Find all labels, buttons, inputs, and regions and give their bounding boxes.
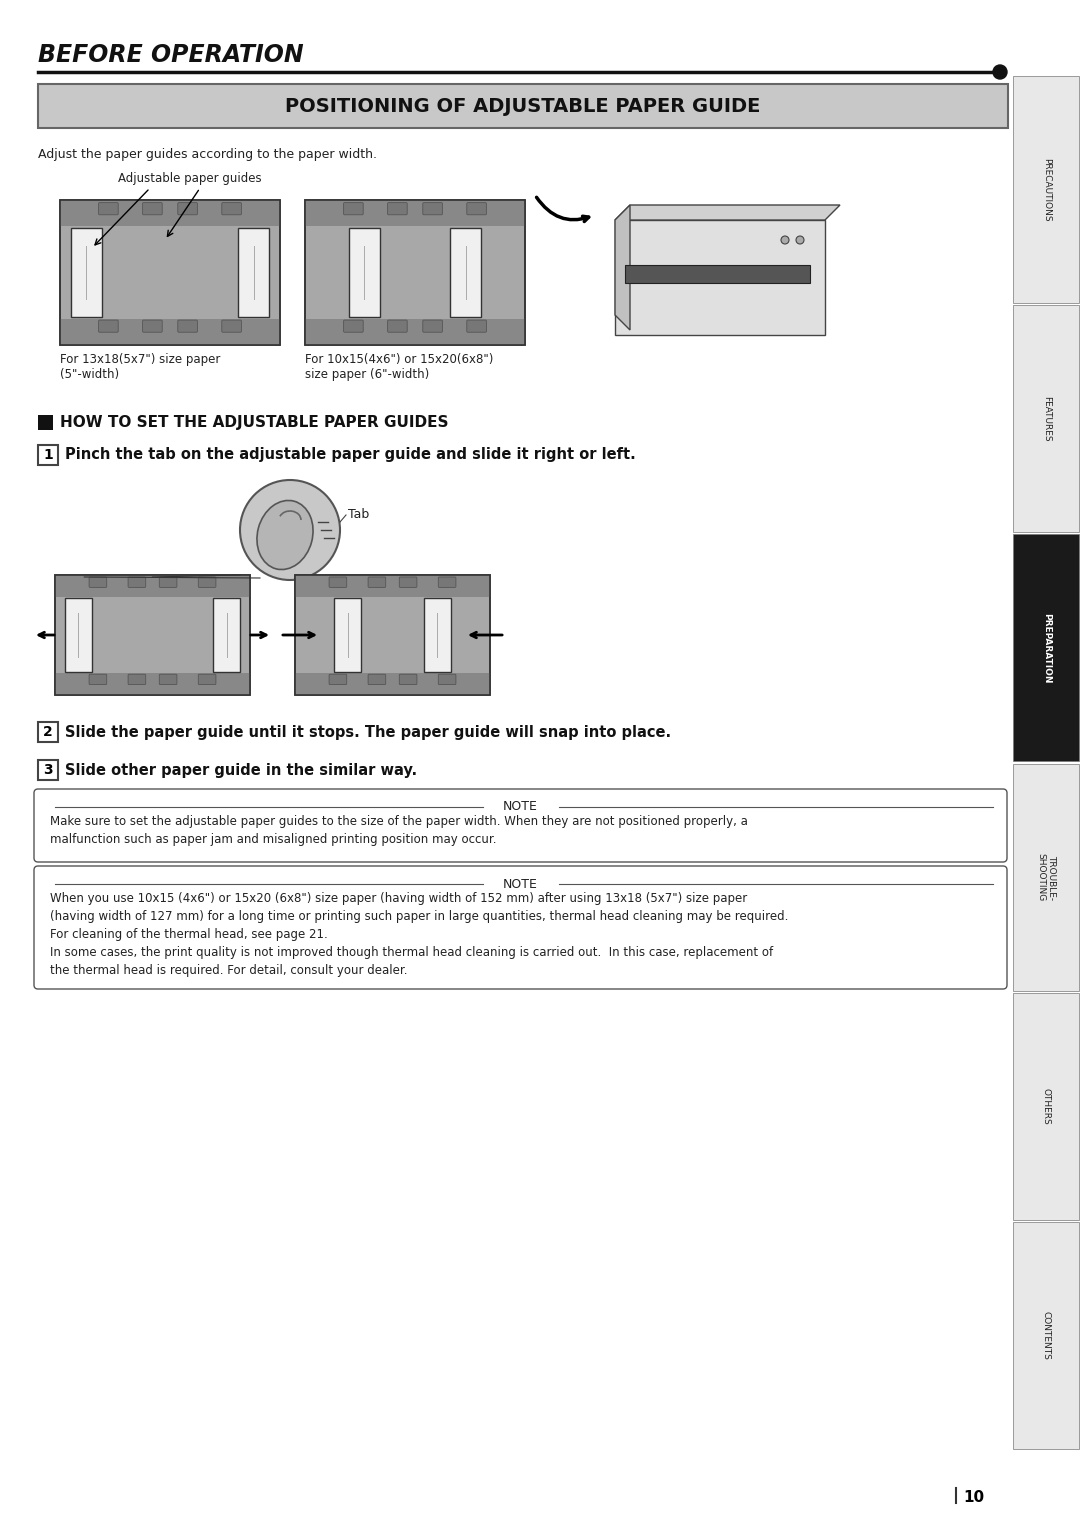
FancyBboxPatch shape [38,722,58,742]
Text: Adjust the paper guides according to the paper width.: Adjust the paper guides according to the… [38,148,377,160]
FancyBboxPatch shape [178,321,198,333]
Text: For 13x18(5x7") size paper
(5"-width): For 13x18(5x7") size paper (5"-width) [60,353,220,382]
Text: CONTENTS: CONTENTS [1042,1312,1051,1361]
FancyBboxPatch shape [60,200,280,345]
FancyBboxPatch shape [221,203,242,215]
FancyBboxPatch shape [1013,534,1079,762]
FancyBboxPatch shape [305,200,525,226]
Text: For 10x15(4x6") or 15x20(6x8")
size paper (6"-width): For 10x15(4x6") or 15x20(6x8") size pape… [305,353,494,382]
Polygon shape [615,205,630,330]
Text: 3: 3 [43,764,53,777]
Text: Slide the paper guide until it stops. The paper guide will snap into place.: Slide the paper guide until it stops. Th… [65,724,671,739]
FancyBboxPatch shape [615,220,825,334]
Text: TROUBLE-
SHOOTING: TROUBLE- SHOOTING [1037,854,1056,901]
Text: OTHERS: OTHERS [1042,1087,1051,1124]
Text: NOTE: NOTE [503,878,538,890]
FancyBboxPatch shape [625,266,810,282]
FancyBboxPatch shape [334,597,362,672]
FancyBboxPatch shape [1013,305,1079,533]
FancyBboxPatch shape [400,577,417,588]
Text: Pinch the tab on the adjustable paper guide and slide it right or left.: Pinch the tab on the adjustable paper gu… [65,447,636,463]
Text: When you use 10x15 (4x6") or 15x20 (6x8") size paper (having width of 152 mm) af: When you use 10x15 (4x6") or 15x20 (6x8"… [50,892,788,977]
FancyBboxPatch shape [329,577,347,588]
FancyBboxPatch shape [1013,764,1079,991]
FancyBboxPatch shape [343,321,363,333]
FancyBboxPatch shape [98,203,118,215]
FancyBboxPatch shape [90,675,107,684]
Text: PRECAUTIONS: PRECAUTIONS [1042,157,1051,221]
Text: FEATURES: FEATURES [1042,395,1051,441]
FancyBboxPatch shape [343,203,363,215]
FancyBboxPatch shape [467,321,486,333]
FancyBboxPatch shape [221,321,242,333]
Text: PREPARATION: PREPARATION [1042,612,1051,683]
FancyBboxPatch shape [178,203,198,215]
FancyBboxPatch shape [213,597,240,672]
FancyBboxPatch shape [55,576,249,695]
FancyBboxPatch shape [71,228,102,318]
FancyBboxPatch shape [160,577,177,588]
FancyBboxPatch shape [38,760,58,780]
FancyBboxPatch shape [38,84,1008,128]
FancyBboxPatch shape [143,203,162,215]
Text: 2: 2 [43,725,53,739]
FancyBboxPatch shape [400,675,417,684]
FancyBboxPatch shape [33,866,1007,989]
Text: 1: 1 [43,447,53,463]
FancyBboxPatch shape [295,576,490,695]
FancyBboxPatch shape [450,228,481,318]
FancyBboxPatch shape [38,415,53,431]
FancyBboxPatch shape [55,673,249,695]
FancyBboxPatch shape [438,577,456,588]
Text: Tab: Tab [348,508,369,522]
FancyBboxPatch shape [239,228,269,318]
FancyBboxPatch shape [60,319,280,345]
FancyBboxPatch shape [1013,76,1079,304]
Circle shape [993,66,1007,79]
Text: 10: 10 [963,1490,984,1506]
Text: Make sure to set the adjustable paper guides to the size of the paper width. Whe: Make sure to set the adjustable paper gu… [50,815,747,846]
FancyBboxPatch shape [305,319,525,345]
FancyBboxPatch shape [129,675,146,684]
FancyBboxPatch shape [388,321,407,333]
Text: POSITIONING OF ADJUSTABLE PAPER GUIDE: POSITIONING OF ADJUSTABLE PAPER GUIDE [285,96,760,116]
FancyBboxPatch shape [329,675,347,684]
FancyBboxPatch shape [388,203,407,215]
FancyBboxPatch shape [65,597,92,672]
FancyBboxPatch shape [1013,993,1079,1220]
FancyBboxPatch shape [199,675,216,684]
FancyBboxPatch shape [349,228,380,318]
FancyBboxPatch shape [143,321,162,333]
FancyBboxPatch shape [60,200,280,226]
FancyBboxPatch shape [467,203,486,215]
FancyBboxPatch shape [368,577,386,588]
FancyBboxPatch shape [1013,1222,1079,1449]
FancyBboxPatch shape [33,789,1007,863]
Circle shape [240,479,340,580]
Text: Slide other paper guide in the similar way.: Slide other paper guide in the similar w… [65,762,417,777]
FancyBboxPatch shape [305,200,525,345]
FancyBboxPatch shape [90,577,107,588]
FancyBboxPatch shape [438,675,456,684]
Text: Adjustable paper guides: Adjustable paper guides [118,173,261,185]
FancyBboxPatch shape [295,576,490,597]
Text: NOTE: NOTE [503,800,538,814]
Polygon shape [615,205,840,220]
FancyBboxPatch shape [422,203,443,215]
FancyBboxPatch shape [423,597,451,672]
FancyBboxPatch shape [422,321,443,333]
FancyBboxPatch shape [98,321,118,333]
FancyBboxPatch shape [160,675,177,684]
Text: BEFORE OPERATION: BEFORE OPERATION [38,43,303,67]
Ellipse shape [257,501,313,570]
FancyBboxPatch shape [38,444,58,466]
Text: HOW TO SET THE ADJUSTABLE PAPER GUIDES: HOW TO SET THE ADJUSTABLE PAPER GUIDES [60,415,448,431]
FancyBboxPatch shape [55,576,249,597]
Circle shape [781,237,789,244]
FancyBboxPatch shape [129,577,146,588]
FancyBboxPatch shape [295,673,490,695]
FancyBboxPatch shape [199,577,216,588]
FancyBboxPatch shape [368,675,386,684]
Circle shape [796,237,804,244]
